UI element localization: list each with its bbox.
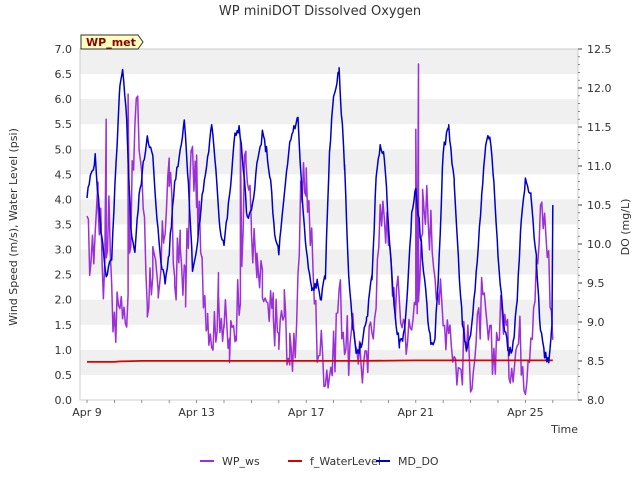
series-layer <box>86 63 554 396</box>
left-axis: 0.0 0.5 1.0 1.5 2.0 2.5 3.0 3.5 4.0 4.5 5.0 5.5 6.0 6… <box>55 43 73 407</box>
legend-label: MD_DO <box>398 455 439 468</box>
y-left-tick-label: 5.0 <box>55 143 73 156</box>
y-left-tick-label: 2.0 <box>55 294 73 307</box>
y-right-tick-label: 11.0 <box>587 160 612 173</box>
station-label: WP_met <box>80 34 144 50</box>
series-line-WP_ws <box>86 63 554 396</box>
y-right-tick-label: 12.0 <box>587 82 612 95</box>
y-left-tick-label: 6.5 <box>55 68 73 81</box>
x-tick-label: Apr 21 <box>398 406 435 419</box>
grid-band <box>80 299 578 325</box>
grid-band <box>80 99 578 125</box>
x-axis: Apr 9 Apr 13 Apr 17 Apr 21 Apr 25 <box>72 400 554 419</box>
y-left-tick-label: 2.5 <box>55 269 73 282</box>
y-right-tick-label: 11.5 <box>587 121 612 134</box>
series-line-f_WaterLevel <box>87 359 553 363</box>
y-left-tick-label: 3.5 <box>55 219 73 232</box>
y-axis-right-label: DO (mg/L) <box>619 199 632 256</box>
x-tick-label: Apr 25 <box>507 406 544 419</box>
grid-band <box>80 49 578 75</box>
y-right-tick-label: 8.0 <box>587 394 605 407</box>
y-left-tick-label: 7.0 <box>55 43 73 56</box>
y-right-tick-label: 10.5 <box>587 199 612 212</box>
right-axis: 8.0 8.5 9.0 9.5 10.0 10.5 11.0 11.5 12.0 12.5 <box>578 43 612 407</box>
legend-label: WP_ws <box>222 455 260 468</box>
x-tick-label: Apr 9 <box>72 406 102 419</box>
station-label-text: WP_met <box>86 36 136 49</box>
y-left-tick-label: 0.0 <box>55 394 73 407</box>
x-tick-label: Apr 13 <box>178 406 215 419</box>
y-left-tick-label: 0.5 <box>55 369 73 382</box>
y-right-tick-label: 10.0 <box>587 238 612 251</box>
y-axis-left-label: Wind Speed (m/s), Water Level (psi) <box>7 128 20 326</box>
grid-band <box>80 199 578 225</box>
y-left-tick-label: 4.5 <box>55 168 73 181</box>
chart-title: WP miniDOT Dissolved Oxygen <box>219 4 421 19</box>
series-line-MD_DO <box>86 67 554 364</box>
y-left-tick-label: 4.0 <box>55 193 73 206</box>
y-left-tick-label: 3.0 <box>55 244 73 257</box>
plot-frame <box>79 48 579 401</box>
y-left-tick-label: 6.0 <box>55 93 73 106</box>
y-right-tick-label: 9.5 <box>587 277 605 290</box>
legend-label: f_WaterLevel <box>310 455 381 468</box>
grid-band <box>80 349 578 375</box>
y-right-tick-label: 12.5 <box>587 43 612 56</box>
y-left-tick-label: 1.0 <box>55 344 73 357</box>
y-right-tick-label: 8.5 <box>587 355 605 368</box>
y-left-tick-label: 1.5 <box>55 319 73 332</box>
x-tick-label: Apr 17 <box>288 406 325 419</box>
legend: WP_ws f_WaterLevel MD_DO <box>200 455 439 468</box>
x-axis-label: Time <box>550 423 578 436</box>
y-right-tick-label: 9.0 <box>587 316 605 329</box>
y-left-tick-label: 5.5 <box>55 118 73 131</box>
